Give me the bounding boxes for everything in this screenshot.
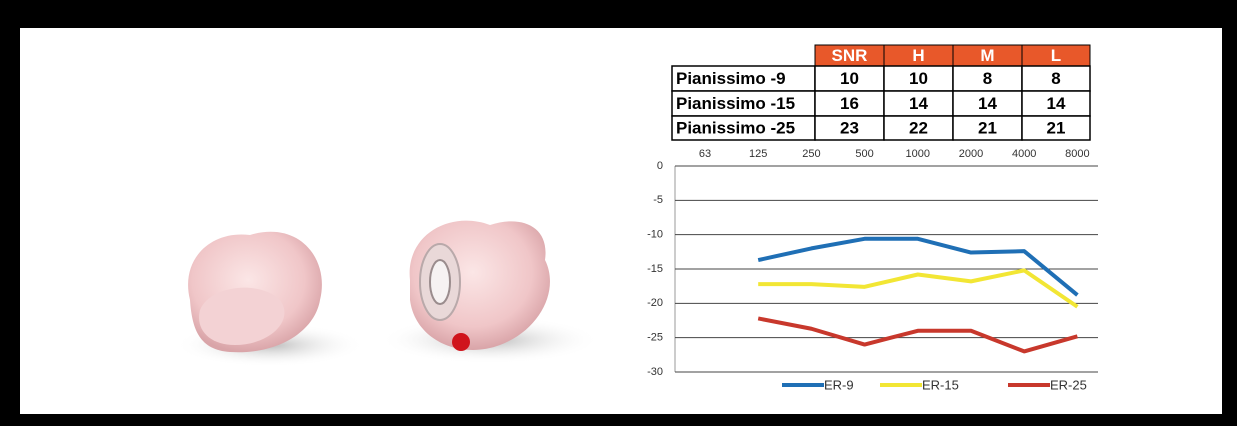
x-tick-label: 125	[749, 148, 767, 160]
column-header: L	[1051, 46, 1061, 65]
cell	[814, 115, 885, 141]
row-label: Pianissimo -9	[676, 69, 786, 88]
cell-value: 8	[983, 69, 992, 88]
y-tick-label: -10	[647, 229, 663, 241]
series-line	[757, 316, 1078, 354]
legend-label: ER-15	[922, 377, 959, 392]
row-label: Pianissimo -25	[676, 118, 795, 137]
cell-value: 8	[1051, 69, 1060, 88]
row-label: Pianissimo -15	[676, 94, 795, 113]
legend-label: ER-9	[824, 377, 854, 392]
y-tick-label: -15	[647, 263, 663, 275]
column-header: M	[980, 46, 994, 65]
cell-value: 21	[978, 118, 997, 137]
legend-label: ER-25	[1050, 377, 1087, 392]
column-header: SNR	[832, 46, 868, 65]
cell	[952, 115, 1023, 141]
series-line	[758, 268, 1079, 309]
row-label-cell	[671, 115, 816, 141]
cell	[1021, 115, 1091, 141]
cell-value: 16	[840, 94, 859, 113]
series-line	[757, 236, 1079, 297]
x-tick-label: 4000	[1012, 148, 1036, 160]
chart: 0 -5 -10 -15 -20 -25 -30 63 125 250 500 1000 2000 400…	[647, 148, 1098, 392]
cell-value: 21	[1047, 118, 1066, 137]
x-tick-label: 63	[699, 148, 711, 160]
y-tick-label: 0	[657, 160, 663, 172]
cell-value: 14	[1047, 94, 1066, 113]
column-header: H	[912, 46, 924, 65]
x-tick-label: 2000	[959, 148, 983, 160]
cell	[952, 65, 1023, 92]
cell-value: 14	[909, 94, 928, 113]
y-tick-label: -5	[653, 194, 663, 206]
cell	[1021, 65, 1091, 92]
y-tick-label: -30	[647, 366, 663, 378]
earplug-photo	[175, 220, 600, 367]
cell-value: 23	[840, 118, 859, 137]
y-tick-label: -25	[647, 332, 663, 344]
x-tick-label: 250	[802, 148, 820, 160]
x-tick-label: 500	[855, 148, 873, 160]
cell-value: 14	[978, 94, 997, 113]
x-tick-label: 8000	[1065, 148, 1089, 160]
table: SNR H M L Pianissimo -9 10 10 8 8 Pianissimo -15 1…	[671, 44, 1091, 141]
cell-value: 10	[909, 69, 928, 88]
y-tick-label: -20	[647, 297, 663, 309]
cell-value: 22	[909, 118, 928, 137]
cell-value: 10	[840, 69, 859, 88]
x-tick-label: 1000	[906, 148, 930, 160]
